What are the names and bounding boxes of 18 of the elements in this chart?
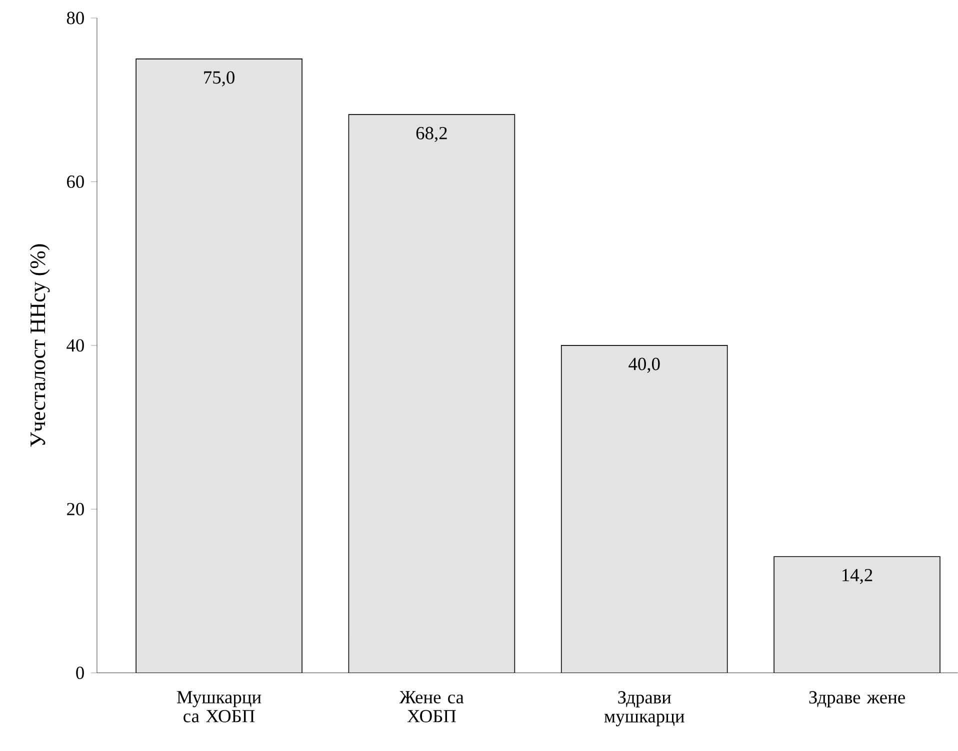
bar — [560, 345, 728, 673]
bar — [136, 58, 302, 673]
x-tick-label: Здрави мушкарци — [604, 691, 684, 726]
y-tick-label: 80 — [66, 12, 84, 24]
data-label: 40,0 — [628, 358, 660, 373]
y-axis-title: Учесталост HHcy (%) — [30, 244, 50, 447]
x-tick-label: Мушкарци са ХОБП — [177, 691, 262, 722]
y-tick-label: 20 — [67, 502, 84, 516]
data-label: 68,2 — [416, 126, 447, 142]
bar — [348, 114, 516, 673]
x-tick-label: Жене са ХОБП — [399, 691, 464, 722]
x-tick-label: Здраве жене — [809, 691, 905, 708]
y-tick-label: 60 — [67, 176, 84, 188]
data-label: 14,2 — [842, 569, 872, 584]
y-tick-label: 0 — [76, 666, 84, 680]
data-label: 75,0 — [204, 71, 234, 86]
y-tick-label: 40 — [66, 339, 84, 352]
bar — [774, 556, 940, 673]
